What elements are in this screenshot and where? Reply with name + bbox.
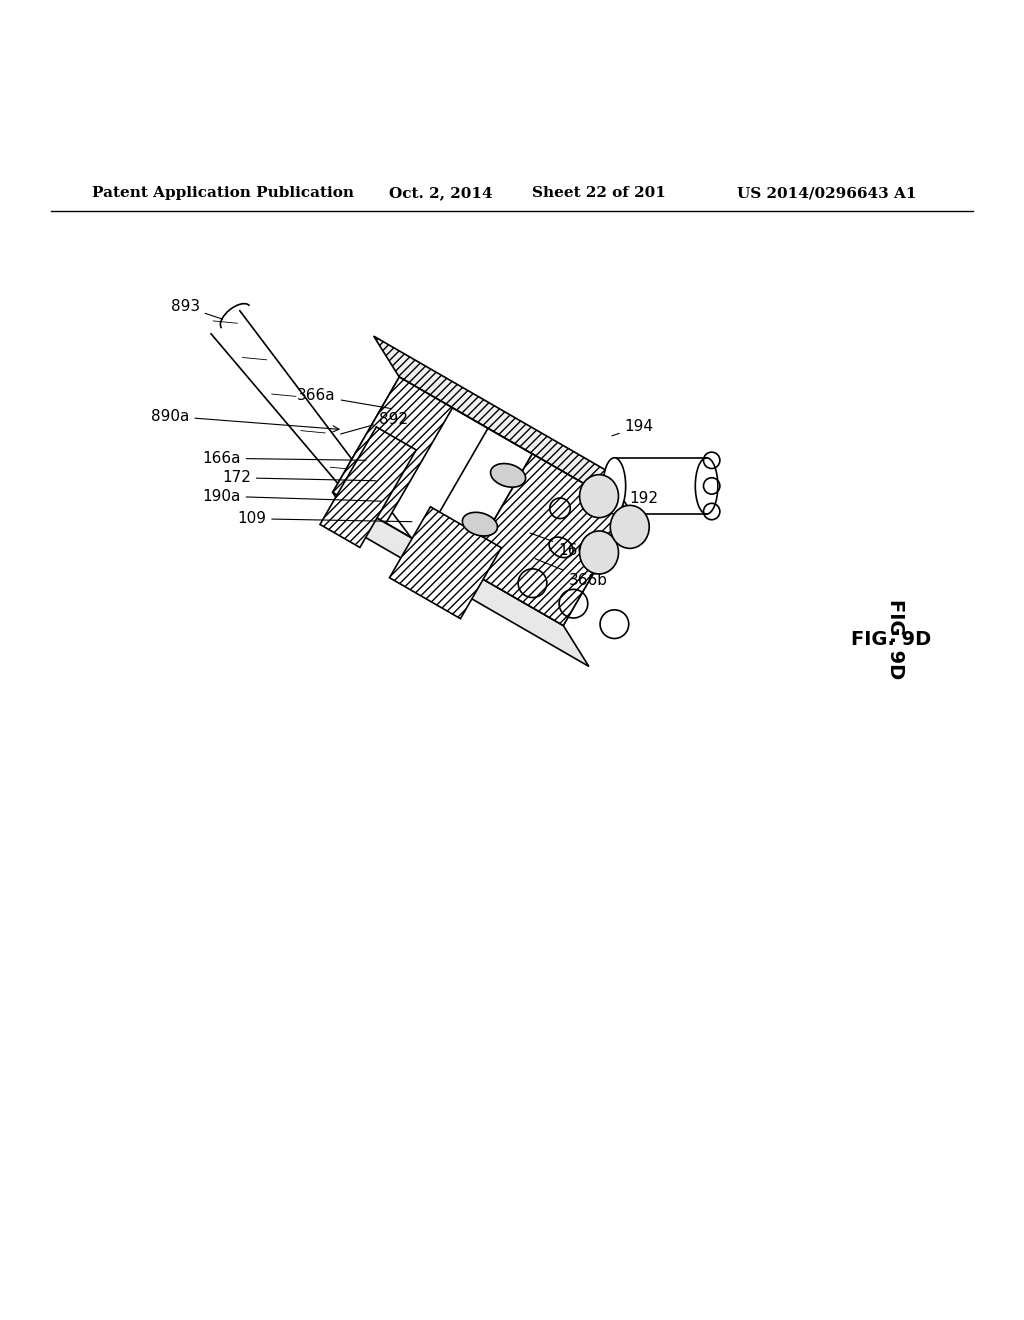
Polygon shape xyxy=(466,454,630,626)
Text: 172: 172 xyxy=(222,470,376,486)
Text: 192: 192 xyxy=(612,491,658,506)
Text: Oct. 2, 2014: Oct. 2, 2014 xyxy=(389,186,493,201)
Polygon shape xyxy=(333,492,589,667)
Text: 890a: 890a xyxy=(152,409,339,432)
Text: 166a: 166a xyxy=(202,450,366,466)
Text: 194: 194 xyxy=(612,418,653,436)
Ellipse shape xyxy=(463,512,498,536)
Text: 166b: 166b xyxy=(530,533,597,558)
Text: US 2014/0296643 A1: US 2014/0296643 A1 xyxy=(737,186,916,201)
Polygon shape xyxy=(389,507,502,619)
Text: 892: 892 xyxy=(341,412,408,434)
Text: Patent Application Publication: Patent Application Publication xyxy=(92,186,354,201)
Ellipse shape xyxy=(603,458,626,513)
Ellipse shape xyxy=(610,506,649,548)
Polygon shape xyxy=(319,426,416,548)
Text: FIG. 9D: FIG. 9D xyxy=(887,599,905,680)
Text: FIG. 9D: FIG. 9D xyxy=(851,630,931,649)
Ellipse shape xyxy=(580,475,618,517)
Text: 893: 893 xyxy=(171,300,222,319)
Text: 366a: 366a xyxy=(297,388,391,409)
Ellipse shape xyxy=(490,463,525,487)
Text: Sheet 22 of 201: Sheet 22 of 201 xyxy=(532,186,667,201)
Polygon shape xyxy=(333,378,453,523)
Polygon shape xyxy=(374,337,630,511)
Text: 109: 109 xyxy=(238,511,412,527)
Text: 190a: 190a xyxy=(203,488,381,504)
Ellipse shape xyxy=(580,531,618,574)
Text: 366b: 366b xyxy=(536,558,607,587)
